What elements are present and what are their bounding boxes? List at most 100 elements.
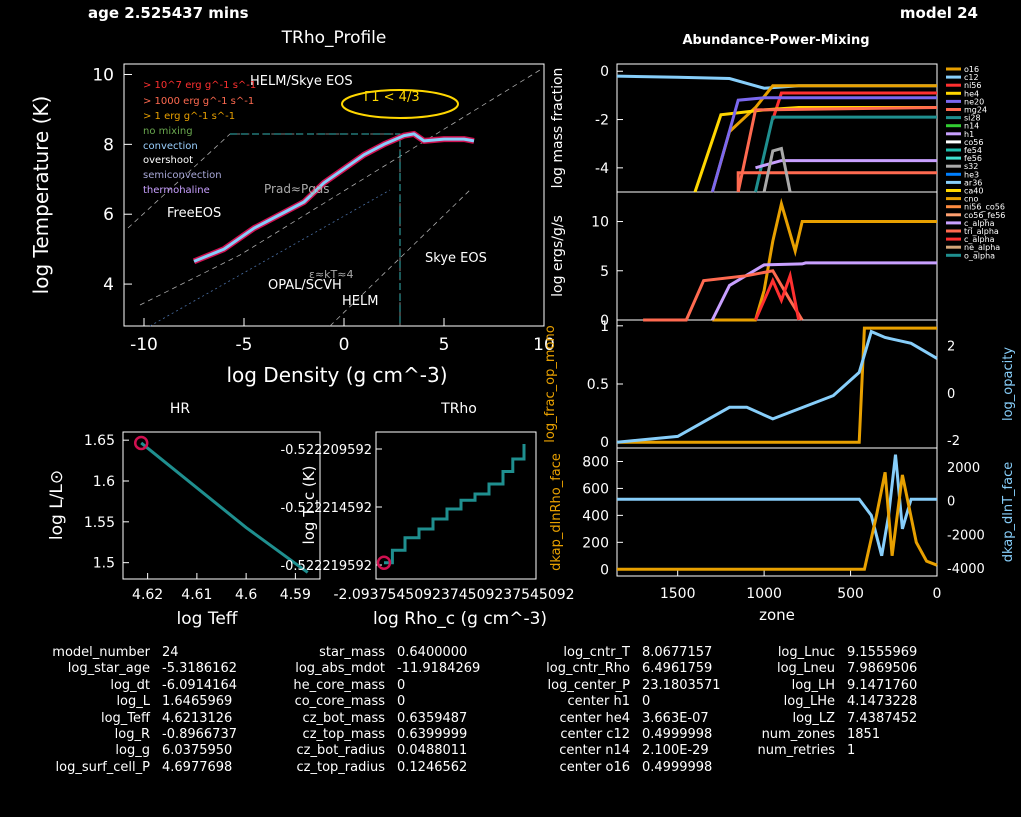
info-row: star_mass 0.6400000: [255, 645, 480, 661]
info-row: he_core_mass 0: [255, 678, 480, 694]
info-row: model_number 24: [20, 645, 237, 661]
trho-current-marker: [376, 555, 392, 570]
figure: age 2.525437 mins model 24 TRho_Profile …: [29, 4, 1016, 629]
info-column-1: model_number 24 log_star_age -5.3186162 log_…: [20, 645, 237, 776]
info-value: 0.4999998: [642, 726, 713, 742]
info-value: 4.1473228: [847, 694, 918, 710]
apm-xlabel: zone: [759, 606, 795, 624]
legend-entry: cno: [964, 195, 978, 204]
age-label: age 2.525437 mins: [88, 4, 249, 22]
trho-chart: TRho -0.522219592 -0.522214592 -0.52220959…: [280, 401, 574, 629]
info-label: log_Lnuc: [777, 645, 835, 660]
info-row: co_core_mass 0: [255, 694, 480, 710]
info-label: num_zones: [761, 726, 835, 742]
info-value: 4.6977698: [162, 759, 233, 775]
hr-ylabel: log L/L⊙: [47, 470, 67, 540]
y-tick-label: 5: [600, 264, 609, 280]
legend-entry: mg24: [964, 106, 987, 115]
info-row: log_dt -6.0914164: [20, 678, 237, 694]
info-value: 9.1471760: [847, 677, 918, 693]
legend-entry: ne_alpha: [964, 243, 1000, 252]
trho-frame: [375, 431, 537, 580]
info-label: cz_top_mass: [302, 726, 385, 742]
y-tick-label: -0.522209592: [280, 443, 372, 458]
legend-entry: c12: [964, 73, 979, 82]
info-value: 7.4387452: [847, 710, 918, 726]
info-row: log_LH 9.1471760: [735, 677, 918, 694]
legend-entry: he3: [964, 170, 979, 179]
info-label: center c12: [560, 726, 630, 742]
legend-entry: ni56_co56: [964, 203, 1005, 212]
info-row: num_retries 1: [735, 743, 917, 759]
info-value: 0.6399999: [397, 726, 468, 742]
legend-entry: ni56: [964, 81, 981, 90]
trho-xtick: -2.0937545092374509237545092: [333, 587, 574, 603]
info-value: 1851: [847, 726, 881, 742]
y-tick-label: -2: [595, 113, 609, 129]
info-label: log_L: [116, 694, 150, 710]
legend-entry: co56_fe56: [964, 211, 1005, 220]
legend-entry: o16: [964, 65, 979, 74]
annotation-opal: OPAL/SCVH: [268, 278, 342, 293]
y-tick-label: 200: [582, 535, 609, 551]
info-value: 0.4999998: [642, 759, 713, 775]
info-label: log_Teff: [100, 710, 150, 726]
trho-profile-chart: TRho_Profile -10 -5 0 5 10 4 6 8 10 HELM/Skye EO…: [29, 28, 555, 387]
info-label: log_abs_mdot: [295, 661, 385, 677]
info-label: log_dt: [110, 677, 150, 693]
trho-profile-frame: [123, 63, 545, 327]
info-value: 0.6400000: [397, 645, 468, 660]
info-column-2: star_mass 0.6400000 log_abs_mdot -11.918426…: [255, 645, 480, 776]
hr-chart: HR 4.62 4.61 4.6 4.59 1.5 1.55 1.6 1.65 log Tef…: [47, 401, 321, 629]
info-column-4: log_Lnuc 9.1555969 log_Lneu 7.9869506 log_LH…: [735, 645, 917, 760]
apm-panel-dkap: [616, 447, 938, 577]
legend-entry: fe54: [964, 146, 982, 155]
info-row: center o16 0.4999998: [500, 760, 721, 776]
info-row: log_Lnuc 9.1555969: [735, 645, 918, 661]
legend-entry: ar36: [964, 178, 982, 187]
info-label: log_LH: [791, 677, 835, 693]
helm-skye-boundary: [230, 133, 401, 326]
annotation-gamma1: Γ1 < 4/3: [364, 90, 420, 105]
info-row: log_LHe 4.1473228: [735, 694, 918, 710]
info-value: 0.1246562: [397, 759, 468, 775]
y-tick-label: -4: [595, 161, 609, 177]
info-row: center he4 3.663E-07: [500, 711, 721, 727]
y2-tick-label: 2000: [947, 461, 980, 476]
legend-entry: s32: [964, 162, 978, 171]
x-tick-label: 0: [933, 586, 942, 602]
info-value: 3.663E-07: [642, 710, 709, 726]
apm-series-line: [736, 106, 938, 193]
info-value: 1.6465969: [162, 694, 233, 710]
info-row: log_LZ 7.4387452: [735, 710, 918, 727]
info-label: log_R: [114, 726, 150, 742]
hr-current-marker: [133, 435, 149, 451]
x-tick-label: 4.61: [181, 587, 212, 603]
apm-panel-power: [616, 191, 938, 321]
y-tick-label: 1.65: [84, 433, 115, 449]
apm-series-line: [616, 329, 938, 444]
apm-y2label-opacity: log_opacity: [1001, 347, 1016, 421]
hr-track: [140, 441, 309, 574]
x-tick-label: 10: [533, 335, 555, 355]
y-tick-label: 4: [103, 275, 114, 295]
y-tick-label: 0: [600, 313, 609, 329]
legend-entry: convection: [143, 141, 198, 152]
info-value: 0: [642, 694, 651, 710]
info-value: 9.1555969: [847, 645, 918, 660]
trho-profile-xlabel: log Density (g cm^-3): [226, 363, 447, 387]
y-tick-label: -0.522219592: [280, 559, 372, 574]
legend-entry: si28: [964, 114, 981, 123]
info-label: cz_bot_radius: [296, 743, 385, 759]
info-label: log_LZ: [792, 710, 835, 726]
y-tick-label: 0: [600, 435, 609, 451]
y-tick-label: 1.6: [93, 474, 115, 490]
trho-ylabel: log T_c (K): [300, 466, 319, 545]
info-label: co_core_mass: [294, 694, 385, 710]
info-label: center he4: [559, 710, 630, 726]
info-row: log_abs_mdot -11.9184269: [255, 661, 480, 677]
y-tick-label: 10: [591, 215, 609, 231]
x-tick-label: 1500: [660, 586, 696, 602]
legend-entry: ne20: [964, 97, 984, 106]
info-row: center h1 0: [500, 694, 721, 710]
